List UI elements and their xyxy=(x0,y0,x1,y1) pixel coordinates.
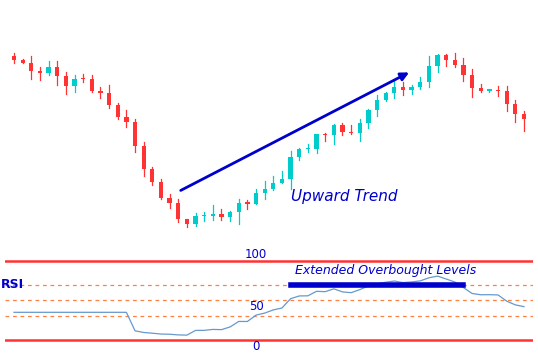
Bar xyxy=(513,105,518,114)
Bar xyxy=(254,193,258,204)
Text: RSI: RSI xyxy=(1,278,24,291)
Bar xyxy=(141,146,146,169)
Bar xyxy=(452,60,457,65)
Bar xyxy=(98,91,103,93)
Bar xyxy=(185,219,189,224)
Bar xyxy=(366,110,371,124)
Bar xyxy=(479,88,483,91)
Bar xyxy=(341,125,345,132)
Bar xyxy=(12,56,16,60)
Bar xyxy=(418,82,422,87)
Bar xyxy=(38,71,42,73)
Bar xyxy=(331,125,336,135)
Bar xyxy=(176,203,180,219)
Bar xyxy=(358,124,362,133)
Bar xyxy=(245,202,250,204)
Bar xyxy=(193,216,197,224)
Bar xyxy=(323,134,327,135)
Bar xyxy=(159,182,163,198)
Bar xyxy=(90,79,94,91)
Bar xyxy=(228,212,232,217)
Bar xyxy=(487,89,492,91)
Bar xyxy=(435,55,440,66)
Bar xyxy=(29,63,33,71)
Bar xyxy=(401,87,405,90)
Bar xyxy=(375,100,379,110)
Bar xyxy=(271,183,275,189)
Bar xyxy=(116,105,120,116)
Bar xyxy=(409,87,414,90)
Bar xyxy=(150,169,154,182)
Bar xyxy=(384,93,388,100)
Text: Extended Overbought Levels: Extended Overbought Levels xyxy=(295,263,476,277)
Bar xyxy=(470,75,475,88)
Bar xyxy=(81,78,86,79)
Bar xyxy=(237,203,241,212)
Text: 50: 50 xyxy=(249,300,264,313)
Bar xyxy=(107,93,111,105)
Bar xyxy=(496,90,500,91)
Bar xyxy=(211,214,215,216)
Bar xyxy=(505,91,509,105)
Bar xyxy=(427,66,431,82)
Bar xyxy=(314,134,318,149)
Bar xyxy=(349,132,353,133)
Bar xyxy=(63,76,68,86)
Bar xyxy=(55,67,59,76)
Bar xyxy=(288,157,293,179)
Text: Upward Trend: Upward Trend xyxy=(291,189,397,204)
Bar xyxy=(280,179,284,183)
Text: 100: 100 xyxy=(245,248,267,261)
Bar xyxy=(392,87,397,93)
Bar xyxy=(20,60,25,63)
Bar xyxy=(461,65,465,75)
Bar xyxy=(522,114,526,119)
Bar xyxy=(46,67,51,73)
Bar xyxy=(444,55,448,60)
Bar xyxy=(263,189,267,193)
Bar xyxy=(73,79,77,86)
Text: 0: 0 xyxy=(252,340,260,353)
Bar xyxy=(167,198,172,203)
Bar xyxy=(202,215,207,216)
Bar xyxy=(133,122,137,146)
Bar xyxy=(306,148,310,149)
Bar xyxy=(124,116,129,122)
Bar xyxy=(220,214,224,217)
Bar xyxy=(297,149,301,157)
